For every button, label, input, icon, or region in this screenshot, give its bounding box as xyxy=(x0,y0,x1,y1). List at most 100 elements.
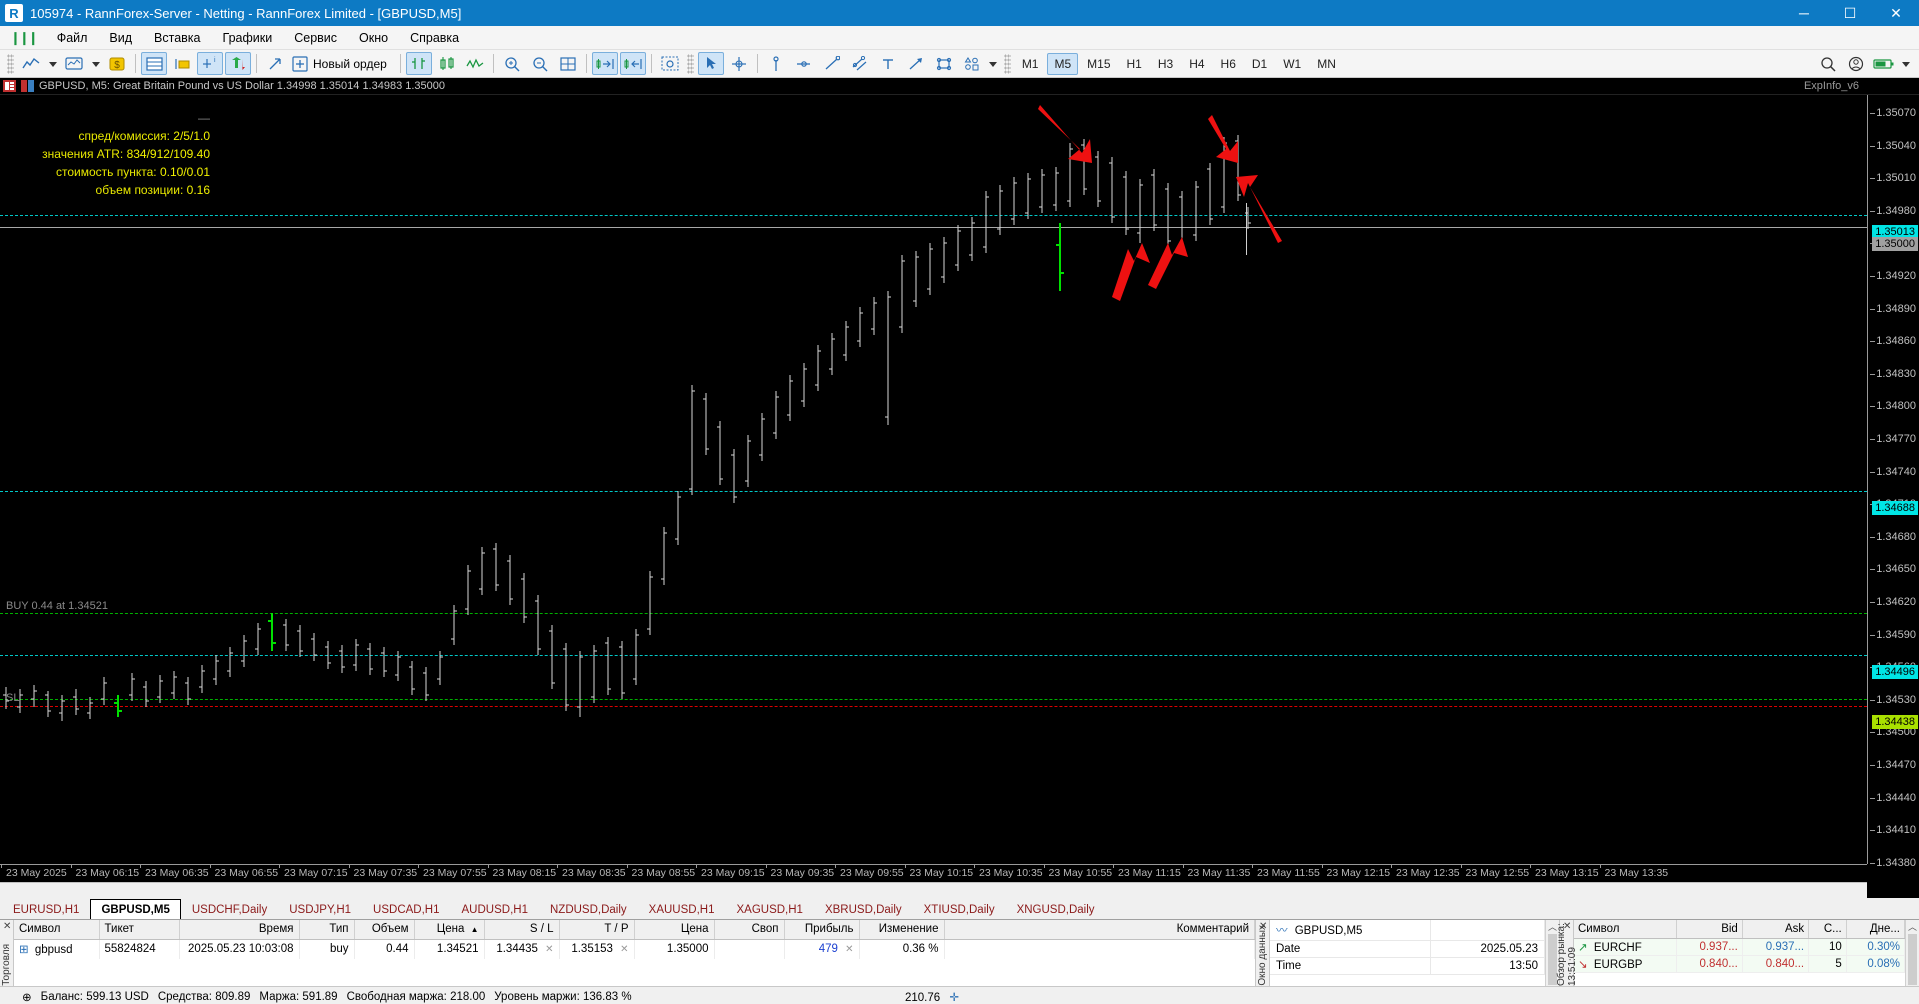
line-mode-icon[interactable] xyxy=(462,52,488,75)
mw-col-bid[interactable]: Bid xyxy=(1676,920,1743,939)
col-profit[interactable]: Прибыль xyxy=(784,920,860,940)
terminal-close-icon[interactable]: ✕ xyxy=(3,921,12,932)
scroll-thumb[interactable] xyxy=(1548,934,1557,985)
chart-tab-xauusd-h1[interactable]: XAUUSD,H1 xyxy=(648,903,715,916)
chart-tab-usdchf-daily[interactable]: USDCHF,Daily xyxy=(191,903,268,916)
data-window-close-icon[interactable]: ✕ xyxy=(1259,921,1268,932)
maximize-button[interactable]: ☐ xyxy=(1843,4,1857,21)
timeframe-h4[interactable]: H4 xyxy=(1189,56,1205,71)
candlestick-chart-icon[interactable] xyxy=(434,52,460,75)
arrow-tool-icon[interactable] xyxy=(903,52,929,75)
account-icon[interactable] xyxy=(1843,52,1869,75)
chart-canvas[interactable]: — спред/комиссия: 2/5/1.0 значения ATR: … xyxy=(0,95,1919,898)
menu-help[interactable]: Справка xyxy=(410,30,460,45)
indicators-chevron-down-icon[interactable] xyxy=(89,52,102,75)
menu-file[interactable]: Файл xyxy=(56,30,88,45)
chart-tab-gbpusd-m5[interactable]: GBPUSD,M5 xyxy=(90,899,181,919)
chart-window[interactable]: GBPUSD, M5: Great Britain Pound vs US Do… xyxy=(0,78,1919,898)
chart-tab-audusd-h1[interactable]: AUDUSD,H1 xyxy=(461,903,528,916)
price-scale[interactable]: 1.350701.350401.350101.349801.349501.349… xyxy=(1867,95,1919,869)
col-price[interactable]: Цена ▲ xyxy=(414,920,485,940)
chart-tab-usdcad-h1[interactable]: USDCAD,H1 xyxy=(373,903,440,916)
data-window-vertical-tab[interactable]: ✕ Окно данных xyxy=(1256,920,1270,986)
shapes-icon[interactable] xyxy=(931,52,957,75)
toolbar-grip[interactable] xyxy=(686,53,694,74)
bar-chart-icon[interactable] xyxy=(405,52,432,75)
chart-tab-xngusd-daily[interactable]: XNGUSD,Daily xyxy=(1016,903,1095,916)
col-volume[interactable]: Объем xyxy=(354,920,415,940)
search-icon[interactable] xyxy=(1815,52,1841,75)
cursor-icon[interactable] xyxy=(697,52,724,75)
strategy-tester-icon[interactable] xyxy=(225,52,251,75)
objects-list-icon[interactable] xyxy=(959,52,985,75)
terminal-vertical-tabs[interactable]: ✕ Торговля xyxy=(0,920,14,986)
terminal-tab-trade[interactable]: Торговля xyxy=(1,944,12,986)
chart-horizontal-scrollbar[interactable] xyxy=(0,882,1867,898)
battery-icon[interactable] xyxy=(1871,52,1897,75)
col-sl[interactable]: S / L xyxy=(484,920,560,940)
timeframe-m1[interactable]: M1 xyxy=(1021,56,1039,71)
chart-tab-nzdusd-daily[interactable]: NZDUSD,Daily xyxy=(549,903,627,916)
info-collapse-button[interactable]: — xyxy=(198,111,210,125)
data-window-scrollbar[interactable]: ︿ xyxy=(1545,920,1559,986)
trendline-icon[interactable] xyxy=(819,52,845,75)
close-button[interactable]: ✕ xyxy=(1890,4,1902,21)
chart-tab-usdjpy-h1[interactable]: USDJPY,H1 xyxy=(289,903,352,916)
chart-tab-xtiusd-daily[interactable]: XTIUSD,Daily xyxy=(923,903,995,916)
horizontal-line-icon[interactable] xyxy=(791,52,817,75)
col-ticket[interactable]: Тикет xyxy=(99,920,180,940)
col-symbol[interactable]: Символ xyxy=(14,920,100,940)
tp-remove-icon[interactable]: ✕ xyxy=(620,944,629,956)
list-item[interactable]: ↘ EURGBP 0.840... 0.840... 5 0.08% xyxy=(1574,955,1906,973)
chart-tab-eurusd-h1[interactable]: EURUSD,H1 xyxy=(13,903,80,916)
mw-col-symbol[interactable]: Символ xyxy=(1574,920,1677,939)
menu-insert[interactable]: Вставка xyxy=(154,30,201,45)
chart-tab-xagusd-h1[interactable]: XAGUSD,H1 xyxy=(736,903,803,916)
col-type[interactable]: Тип xyxy=(299,920,355,940)
scroll-up-icon[interactable]: ︿ xyxy=(1907,922,1917,932)
menu-tools[interactable]: Сервис xyxy=(294,30,338,45)
vertical-line-icon[interactable] xyxy=(763,52,789,75)
toolbar-grip[interactable] xyxy=(7,53,14,74)
new-order-button[interactable]: Новый ордер xyxy=(289,52,396,75)
col-tp[interactable]: T / P xyxy=(559,920,635,940)
mw-col-daily[interactable]: Дне... xyxy=(1846,920,1906,939)
timeframe-m15[interactable]: M15 xyxy=(1087,56,1111,71)
col-swap[interactable]: Своп xyxy=(714,920,785,940)
close-position-icon[interactable]: ✕ xyxy=(845,944,854,956)
chart-properties-icon[interactable] xyxy=(3,80,16,92)
table-row[interactable]: ⊞ gbpusd 55824824 2025.05.23 10:03:08 bu… xyxy=(14,939,1255,959)
mw-col-ask[interactable]: Ask xyxy=(1742,920,1810,939)
col-price2[interactable]: Цена xyxy=(634,920,715,940)
col-time[interactable]: Время xyxy=(179,920,300,940)
add-column-icon[interactable]: ✛ xyxy=(949,991,960,1004)
timeframe-w1[interactable]: W1 xyxy=(1283,56,1302,71)
indicators-icon[interactable] xyxy=(61,52,87,75)
fullscreen-icon[interactable] xyxy=(262,52,288,75)
line-chart-icon[interactable] xyxy=(18,52,44,75)
col-change[interactable]: Изменение xyxy=(859,920,945,940)
text-label-icon[interactable] xyxy=(875,52,901,75)
menu-window[interactable]: Окно xyxy=(359,30,389,45)
equidistant-channel-icon[interactable] xyxy=(847,52,873,75)
scroll-thumb[interactable] xyxy=(1908,934,1917,985)
connection-chevron-down-icon[interactable] xyxy=(1899,52,1912,75)
timeframe-h6[interactable]: H6 xyxy=(1220,56,1236,71)
crosshair-icon[interactable] xyxy=(726,52,752,75)
chart-type-chevron-down-icon[interactable] xyxy=(46,52,59,75)
timeframe-mn[interactable]: MN xyxy=(1317,56,1336,71)
position-expand-icon[interactable]: ⊞ xyxy=(19,944,29,957)
timeframe-d1[interactable]: D1 xyxy=(1251,56,1268,71)
market-watch-close-icon[interactable]: ✕ xyxy=(1563,921,1572,932)
list-item[interactable]: ↗ EURCHF 0.937... 0.937... 10 0.30% xyxy=(1574,938,1906,956)
zoom-in-icon[interactable] xyxy=(499,52,525,75)
chart-tab-xbrusd-daily[interactable]: XBRUSD,Daily xyxy=(824,903,902,916)
objects-chevron-down-icon[interactable] xyxy=(987,52,1000,75)
timeframe-m5[interactable]: M5 xyxy=(1047,52,1079,75)
menu-charts[interactable]: Графики xyxy=(222,30,273,45)
autotrading-icon[interactable]: $ xyxy=(104,52,130,75)
chart-indicator-icon[interactable] xyxy=(21,80,34,92)
tile-windows-icon[interactable] xyxy=(555,52,581,75)
data-window-icon[interactable]: i xyxy=(197,52,223,75)
toolbar-grip[interactable] xyxy=(1003,53,1011,74)
